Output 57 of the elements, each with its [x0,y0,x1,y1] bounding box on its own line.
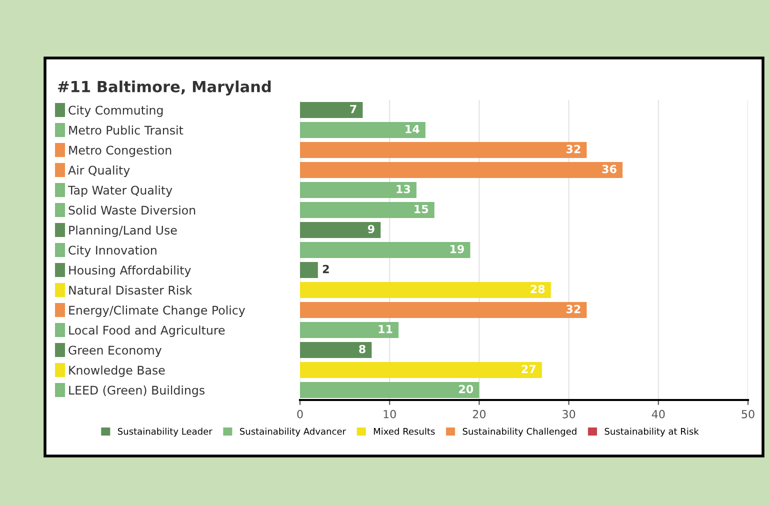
bar [300,142,587,158]
bar [300,222,381,238]
data-label: 14 [406,124,420,134]
y-tick-label: Natural Disaster Risk [69,286,192,295]
x-tick-label: 0 [297,410,303,418]
legend-label: Sustainability Challenged [462,428,576,437]
y-tick-label: City Innovation [68,246,156,257]
x-tick-label: 10 [384,410,396,418]
bar [300,102,363,118]
bar [300,202,434,218]
data-label: 2 [322,264,329,274]
bar [300,302,587,318]
x-tick-label: 30 [562,410,576,418]
bar [300,322,399,338]
y-tick-label: Housing Affordability [69,266,191,277]
data-label: 15 [414,204,428,214]
legend-label: Sustainability Advancer [240,428,346,437]
x-tick-label: 50 [742,410,754,418]
data-label: 13 [396,184,410,194]
bar [300,162,623,178]
y-tick-label: Energy/Climate Change Policy [69,306,246,317]
y-tick-label: Metro Congestion [69,146,172,157]
y-tick-label: Green Economy [68,346,162,357]
data-label: 19 [450,244,464,254]
legend-label: Mixed Results [374,428,435,435]
y-tick-label: City Commuting [68,106,163,117]
x-tick-label: 20 [472,410,486,418]
data-label: 7 [350,104,356,114]
bar [300,362,542,378]
bar [300,382,480,398]
data-label: 11 [378,324,392,334]
data-label: 28 [530,284,545,294]
y-tick-label: Planning/Land Use [69,226,177,237]
data-label: 36 [602,164,616,174]
bar [300,242,470,258]
y-tick-label: Tap Water Quality [68,186,172,197]
data-label: 32 [566,144,580,154]
x-tick-label: 40 [652,410,665,418]
data-label: 27 [522,364,536,374]
y-tick-label: LEED (Green) Buildings [69,386,205,397]
bar [300,342,372,358]
y-tick-label: Solid Waste Diversion [68,206,196,215]
data-label: 8 [359,344,366,354]
bar [300,262,318,278]
bar [300,122,426,138]
y-tick-label: Air Quality [68,166,130,177]
data-label: 32 [566,304,580,314]
bar [300,182,416,198]
legend-label: Sustainability at Risk [604,428,699,437]
legend-label: Sustainability Leader [118,428,212,437]
data-label: 9 [368,224,374,234]
bar [300,282,551,298]
y-tick-label: Knowledge Base [69,366,165,377]
y-tick-label: Metro Public Transit [69,126,184,135]
data-label: 20 [459,384,474,394]
text: #11 Baltimore, Maryland [58,80,271,96]
y-tick-label: Local Food and Agriculture [69,326,225,337]
